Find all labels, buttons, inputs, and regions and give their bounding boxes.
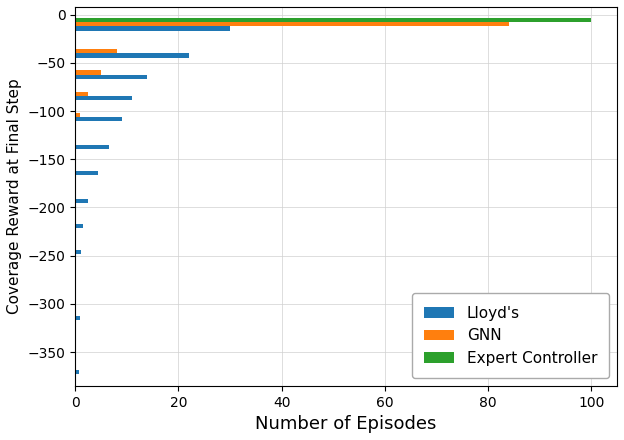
Bar (76, 53, 188, 58)
Bar (76, 96, 132, 100)
Bar (76, 92, 88, 96)
Bar (76, 224, 83, 228)
Bar (76, 250, 81, 254)
Bar (76, 18, 592, 22)
Bar (76, 199, 88, 203)
Bar (76, 49, 117, 53)
Bar (76, 113, 80, 117)
X-axis label: Number of Episodes: Number of Episodes (255, 415, 437, 433)
Bar (76, 75, 147, 79)
Bar (76, 171, 99, 176)
Bar (76, 70, 101, 75)
Bar (76, 370, 79, 374)
Bar (76, 145, 109, 149)
Bar (76, 117, 122, 121)
Bar (76, 26, 230, 31)
Bar (76, 315, 80, 320)
Bar (76, 22, 509, 26)
Y-axis label: Coverage Reward at Final Step: Coverage Reward at Final Step (7, 78, 22, 314)
Legend: Lloyd's, GNN, Expert Controller: Lloyd's, GNN, Expert Controller (412, 293, 610, 378)
